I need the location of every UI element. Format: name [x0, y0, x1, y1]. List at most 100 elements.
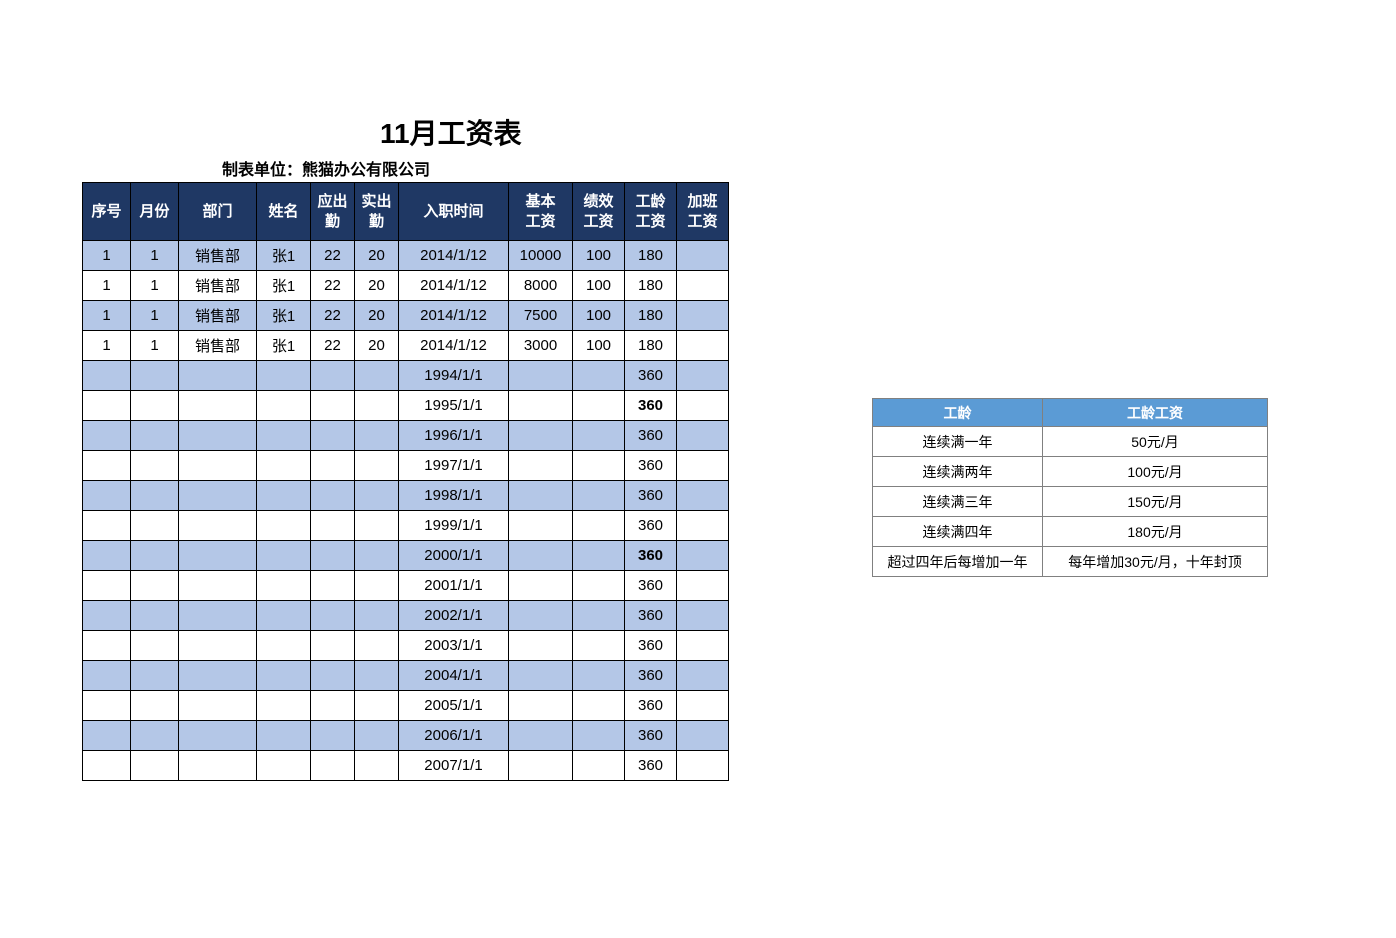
page-title: 11月工资表 — [380, 112, 522, 152]
table-cell: 360 — [625, 661, 677, 691]
table-row: 连续满两年100元/月 — [873, 457, 1268, 487]
table-cell — [179, 451, 257, 481]
table-cell: 连续满三年 — [873, 487, 1043, 517]
table-cell — [131, 571, 179, 601]
table-cell: 180 — [625, 331, 677, 361]
table-cell: 超过四年后每增加一年 — [873, 547, 1043, 577]
table-cell — [257, 721, 311, 751]
table-cell — [573, 571, 625, 601]
table-cell: 2002/1/1 — [399, 601, 509, 631]
salary-col-header: 加班工资 — [677, 183, 729, 241]
table-cell — [311, 631, 355, 661]
table-cell — [355, 361, 399, 391]
salary-col-header: 基本工资 — [509, 183, 573, 241]
table-cell: 2000/1/1 — [399, 541, 509, 571]
table-cell — [573, 631, 625, 661]
table-cell — [509, 631, 573, 661]
table-cell: 100 — [573, 331, 625, 361]
table-cell — [131, 661, 179, 691]
table-row: 1999/1/1360 — [83, 511, 729, 541]
table-cell — [677, 721, 729, 751]
table-cell — [131, 721, 179, 751]
table-cell: 1 — [83, 241, 131, 271]
table-cell — [83, 391, 131, 421]
table-row: 2004/1/1360 — [83, 661, 729, 691]
table-cell: 7500 — [509, 301, 573, 331]
salary-col-header: 应出勤 — [311, 183, 355, 241]
table-cell: 张1 — [257, 271, 311, 301]
table-cell: 180 — [625, 271, 677, 301]
table-cell — [257, 481, 311, 511]
table-cell — [179, 391, 257, 421]
table-cell — [83, 511, 131, 541]
table-cell — [573, 511, 625, 541]
table-row: 11销售部张122202014/1/127500100180 — [83, 301, 729, 331]
table-cell: 360 — [625, 631, 677, 661]
table-cell: 50元/月 — [1043, 427, 1268, 457]
salary-col-header: 实出勤 — [355, 183, 399, 241]
seniority-table-body: 连续满一年50元/月连续满两年100元/月连续满三年150元/月连续满四年180… — [873, 427, 1268, 577]
table-cell — [83, 451, 131, 481]
table-cell — [573, 751, 625, 781]
table-cell: 连续满四年 — [873, 517, 1043, 547]
table-cell — [509, 661, 573, 691]
table-cell: 1 — [83, 301, 131, 331]
table-cell: 360 — [625, 691, 677, 721]
table-cell — [179, 511, 257, 541]
table-cell — [131, 451, 179, 481]
table-row: 1995/1/1360 — [83, 391, 729, 421]
table-cell: 张1 — [257, 331, 311, 361]
table-cell — [355, 661, 399, 691]
table-cell — [573, 421, 625, 451]
table-cell — [179, 631, 257, 661]
table-cell — [257, 361, 311, 391]
table-cell — [573, 721, 625, 751]
table-cell — [677, 631, 729, 661]
table-cell: 20 — [355, 331, 399, 361]
table-cell — [509, 751, 573, 781]
table-cell — [355, 691, 399, 721]
table-cell: 180元/月 — [1043, 517, 1268, 547]
table-cell — [257, 631, 311, 661]
table-cell — [179, 721, 257, 751]
table-cell — [573, 391, 625, 421]
table-cell — [677, 421, 729, 451]
table-cell — [355, 631, 399, 661]
table-cell: 10000 — [509, 241, 573, 271]
table-cell — [355, 541, 399, 571]
table-cell — [509, 451, 573, 481]
table-cell — [257, 391, 311, 421]
table-cell — [131, 361, 179, 391]
table-cell: 360 — [625, 421, 677, 451]
table-cell — [573, 361, 625, 391]
salary-table: 序号月份部门姓名应出勤实出勤入职时间基本工资绩效工资工龄工资加班工资 11销售部… — [82, 182, 729, 781]
table-cell — [257, 511, 311, 541]
table-cell — [311, 511, 355, 541]
table-cell: 2014/1/12 — [399, 331, 509, 361]
table-cell — [131, 601, 179, 631]
table-cell: 1994/1/1 — [399, 361, 509, 391]
table-row: 1998/1/1360 — [83, 481, 729, 511]
table-cell — [509, 481, 573, 511]
table-cell — [131, 541, 179, 571]
table-cell — [311, 691, 355, 721]
table-cell: 销售部 — [179, 241, 257, 271]
table-cell: 150元/月 — [1043, 487, 1268, 517]
table-cell — [257, 571, 311, 601]
table-cell — [677, 451, 729, 481]
table-cell: 1 — [131, 301, 179, 331]
table-cell — [83, 361, 131, 391]
seniority-table-header-row: 工龄工龄工资 — [873, 399, 1268, 427]
salary-col-header: 月份 — [131, 183, 179, 241]
table-cell: 1998/1/1 — [399, 481, 509, 511]
table-cell: 1 — [83, 331, 131, 361]
table-cell — [355, 601, 399, 631]
salary-table-header-row: 序号月份部门姓名应出勤实出勤入职时间基本工资绩效工资工龄工资加班工资 — [83, 183, 729, 241]
table-cell — [311, 751, 355, 781]
table-cell — [509, 691, 573, 721]
table-cell — [509, 571, 573, 601]
table-cell: 100 — [573, 241, 625, 271]
table-cell: 2014/1/12 — [399, 301, 509, 331]
table-cell: 每年增加30元/月，十年封顶 — [1043, 547, 1268, 577]
table-row: 2003/1/1360 — [83, 631, 729, 661]
